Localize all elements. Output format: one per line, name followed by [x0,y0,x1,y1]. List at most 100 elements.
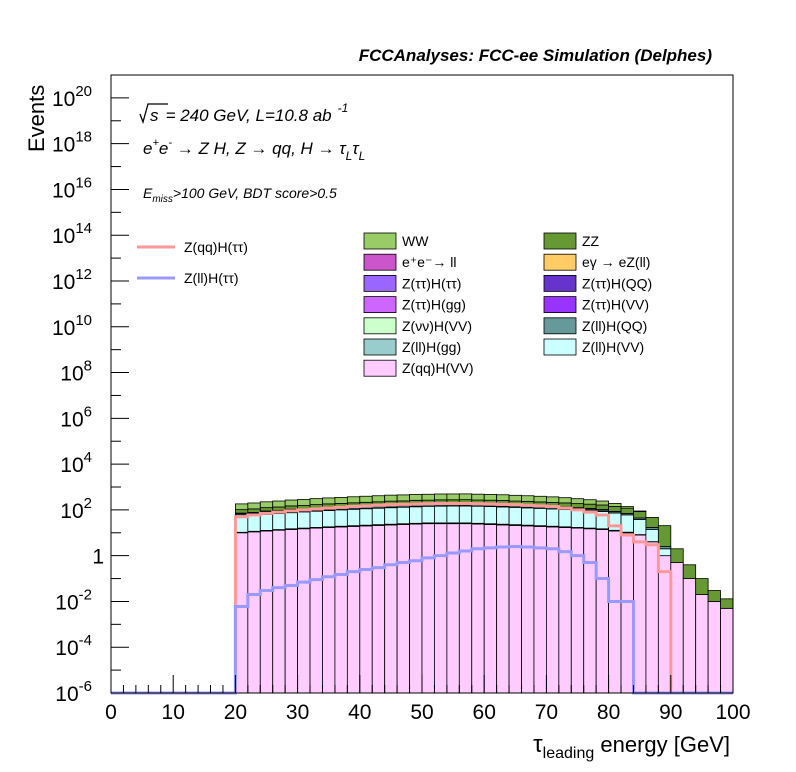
bar [608,506,622,512]
bar [483,524,498,694]
bar [657,548,672,557]
bar [620,514,634,533]
bar [645,516,659,528]
bar [396,494,410,502]
bar [309,498,323,505]
bar [720,607,734,694]
bar [272,506,286,511]
bar [533,525,547,694]
bar [284,499,299,507]
bar [421,493,435,501]
legend-entry: Z(ll)H(QQ) [582,318,647,334]
bar [309,510,323,528]
y-axis-title: Events [24,85,49,152]
x-tick-label: 20 [224,701,247,724]
bar [297,528,311,694]
bar [496,506,510,525]
legend-swatch [363,317,397,335]
x-axis: 0 10 20 30 40 50 60 70 80 90 100 [105,675,751,724]
bar [657,525,672,547]
bar [247,508,261,513]
bar [471,493,485,501]
y-tick-label: 1010 [52,312,92,340]
y-tick-label: 1 [92,546,104,569]
bar [346,525,361,694]
y-tick-label: 102 [60,495,92,523]
bar [384,494,398,502]
y-tick-label: 1018 [52,129,92,157]
bar [633,534,647,694]
bar [384,524,398,694]
bar [483,506,498,525]
bar [608,530,622,694]
bar [558,497,572,504]
bar [371,525,386,694]
bar [409,506,423,524]
bar [446,505,460,524]
bar [384,507,398,525]
bar [259,507,274,512]
legend-entry: Z(ll)H(VV) [582,339,644,355]
bar [720,598,734,609]
bar [284,512,299,530]
bar [334,526,348,694]
bar [496,494,510,501]
bar [682,578,697,694]
bar [533,508,547,527]
x-axis-title: τleading energy [GeV] [533,731,730,762]
legend-swatch [543,274,577,292]
svg-text:τleading energy [GeV]: τleading energy [GeV] [533,731,730,762]
bar [247,531,261,694]
bar [272,513,286,530]
bar [322,497,336,505]
bar [259,501,274,509]
legend-swatch [543,296,577,314]
legend-entry: Z(ll)H(gg) [402,339,461,355]
legend-entry: WW [402,233,429,249]
stacked-histogram [234,493,734,694]
y-tick-label: 10-4 [55,632,92,660]
bar [645,541,659,694]
bar [234,532,249,694]
bar [309,527,323,694]
bar [284,505,299,510]
bar [446,493,460,501]
svg-text:√s = 240 GeV, L=10.8 ab-1: √s = 240 GeV, L=10.8 ab-1 [143,101,348,125]
bar [521,525,535,694]
bar [558,509,572,528]
bar [546,508,560,527]
bar [434,523,448,694]
x-tick-label: 10 [162,701,185,724]
bar [570,527,585,694]
bar [346,496,361,504]
bar [508,525,522,694]
bar [633,510,647,512]
x-tick-label: 40 [348,701,371,724]
legend-swatch [363,296,397,314]
bar [359,525,373,694]
bar [645,528,659,543]
bar [322,527,336,694]
bar [570,503,585,509]
cut-annotation: Emiss>100 GeV, BDT score>0.5 [143,185,337,205]
bar [272,500,286,508]
plot-title: FCCAnalyses: FCC-ee Simulation (Delphes) [359,46,713,65]
bar [409,523,423,694]
legend-swatch [363,253,397,271]
x-tick-label: 90 [659,701,682,724]
y-tick-label: 10-6 [55,678,92,706]
bar [434,493,448,501]
bar [682,564,697,579]
y-tick-label: 1020 [52,83,92,111]
bar [284,529,299,694]
legend-swatch [543,232,577,250]
bar [657,555,672,694]
bar [272,529,286,694]
legend-entry: eγ → eZ(ll) [582,254,650,270]
y-tick-label: 1012 [52,266,92,294]
bar [595,529,609,694]
x-tick-label: 30 [286,701,309,724]
bar [297,499,311,506]
